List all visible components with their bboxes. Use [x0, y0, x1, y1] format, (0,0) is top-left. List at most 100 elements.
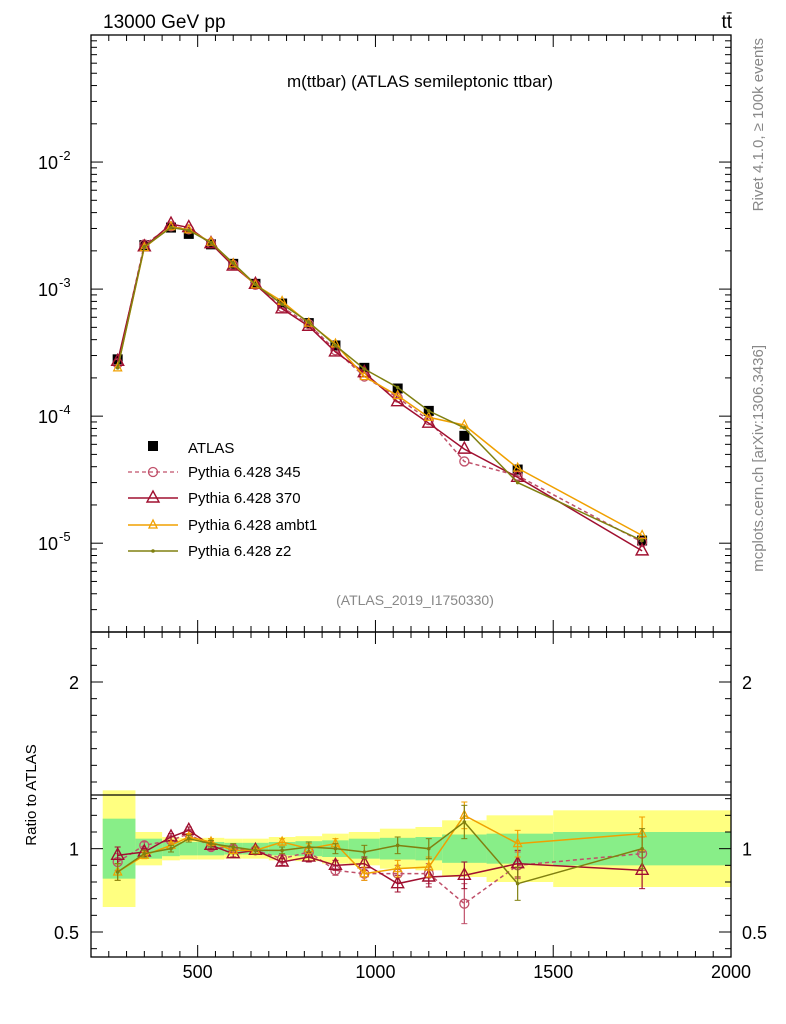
ratio-point-z2	[640, 846, 644, 851]
ratio-y-tick-label-left: 0.5	[54, 923, 79, 943]
main-point-370	[421, 414, 436, 428]
ratio-point-z2	[395, 843, 400, 848]
main-point-z2	[280, 302, 284, 307]
ratio-point-z2	[253, 848, 258, 853]
main-axis-ticks	[91, 34, 732, 633]
chart-title: m(ttbar) (ATLAS semileptonic ttbar)	[287, 72, 553, 91]
legend-marker-atlas	[148, 441, 158, 451]
main-y-tick-label: 10	[38, 534, 58, 554]
ratio-point-z2	[426, 846, 431, 851]
main-y-tick-exponent: -3	[59, 275, 71, 290]
ratio-line-0	[117, 832, 643, 905]
main-point-z2	[209, 240, 213, 245]
main-point-z2	[395, 385, 400, 390]
site-label: mcplots.cern.ch [arXiv:1306.3436]	[750, 345, 767, 572]
ratio-y-label: Ratio to ATLAS	[23, 744, 40, 845]
ratio-uncertainty-bands	[102, 790, 731, 907]
x-tick-label: 500	[183, 962, 213, 982]
main-y-tick-exponent: -2	[59, 148, 71, 163]
main-point-z2	[640, 538, 644, 543]
legend-marker-ambt1	[147, 518, 159, 529]
main-line-4	[116, 226, 643, 542]
ratio-y-tick-label-right: 1	[742, 840, 752, 860]
main-point-370	[274, 300, 290, 314]
energy-label: 13000 GeV pp	[103, 12, 226, 33]
ratio-line-2	[117, 814, 643, 875]
main-point-ambt1	[250, 278, 261, 289]
ratio-y-tick-label-left: 2	[69, 673, 79, 693]
main-point-z2	[306, 320, 311, 324]
x-tick-label: 2000	[711, 962, 751, 982]
ratio-point-370	[328, 856, 343, 871]
ratio-point-z2	[186, 836, 191, 841]
main-point-ambt1	[303, 316, 314, 327]
main-point-ambt1	[183, 223, 194, 234]
legend-marker-z2	[151, 549, 155, 553]
main-point-ambt1	[166, 220, 176, 231]
main-point-z2	[115, 366, 120, 370]
ratio-point-ambt1	[277, 835, 288, 846]
ratio-point-370	[301, 848, 316, 862]
main-data-point	[459, 430, 470, 441]
ratio-point-370	[421, 868, 436, 882]
main-y-tick-label: 10	[38, 407, 58, 427]
main-point-370	[390, 393, 405, 407]
ratio-point-z2	[280, 848, 284, 853]
ratio-point-z2	[462, 820, 467, 824]
ratio-point-z2	[362, 850, 367, 854]
ratio-point-z2	[169, 846, 173, 851]
ratio-point-z2	[209, 841, 213, 846]
ratio-point-z2	[333, 846, 338, 851]
legend-label-atlas: ATLAS	[188, 440, 234, 457]
ratio-point-z2	[306, 845, 311, 849]
ratio-point-370	[274, 853, 290, 867]
main-point-ambt1	[423, 410, 434, 421]
main-y-tick-exponent: -4	[59, 402, 71, 417]
ratio-band-inner	[486, 833, 554, 864]
ratio-axis-ticks	[91, 631, 732, 957]
main-point-ambt1	[112, 361, 123, 372]
main-frame	[90, 34, 732, 633]
legend-marker-370	[145, 489, 161, 503]
main-point-370	[634, 542, 650, 556]
ratio-point-ambt1	[392, 862, 403, 873]
main-point-z2	[426, 409, 431, 413]
legend-marker-345	[147, 466, 159, 478]
main-point-345	[636, 536, 648, 548]
ratio-point-370	[390, 875, 405, 889]
main-point-ambt1	[392, 389, 403, 400]
legend-label-370: Pythia 6.428 370	[188, 490, 301, 507]
main-y-tick-label: 10	[38, 153, 58, 173]
ratio-point-z2	[231, 845, 236, 849]
legend-label-ambt1: Pythia 6.428 ambt1	[188, 517, 317, 534]
main-y-tick-labels: 10-510-410-310-2	[38, 148, 71, 554]
x-tick-label: 1000	[355, 962, 395, 982]
legend-label-345: Pythia 6.428 345	[188, 464, 301, 481]
ratio-point-z2	[515, 881, 520, 886]
ratio-point-370	[110, 846, 125, 861]
main-point-ambt1	[637, 529, 648, 540]
x-tick-label: 1500	[533, 962, 573, 982]
legend-label-z2: Pythia 6.428 z2	[188, 543, 291, 560]
analysis-label: (ATLAS_2019_I1750330)	[336, 592, 494, 608]
main-point-z2	[462, 425, 467, 430]
main-point-z2	[333, 343, 338, 348]
ratio-point-ambt1	[423, 860, 434, 871]
ratio-y-tick-label-right: 2	[742, 673, 752, 693]
ratio-point-ambt1	[228, 843, 239, 854]
main-point-z2	[142, 245, 147, 249]
main-y-tick-exponent: -5	[59, 529, 71, 544]
main-point-ambt1	[359, 370, 370, 381]
ratio-frame	[90, 631, 732, 958]
main-point-z2	[515, 480, 520, 485]
main-point-z2	[169, 225, 173, 230]
ratio-point-345	[459, 898, 470, 909]
main-point-z2	[186, 228, 191, 233]
ratio-panel: Ratio to ATLAS 0.5 0.5 1 1 2 2 500 1000 1500 2000	[23, 631, 767, 982]
ratio-point-ambt1	[359, 867, 370, 878]
main-point-370	[457, 440, 472, 454]
ratio-y-tick-label-left: 1	[69, 840, 79, 860]
main-y-tick-label: 10	[38, 280, 58, 300]
process-label: tt̄	[721, 12, 732, 33]
legend: ATLAS Pythia 6.428 345 Pythia 6.428 370 …	[128, 440, 317, 560]
